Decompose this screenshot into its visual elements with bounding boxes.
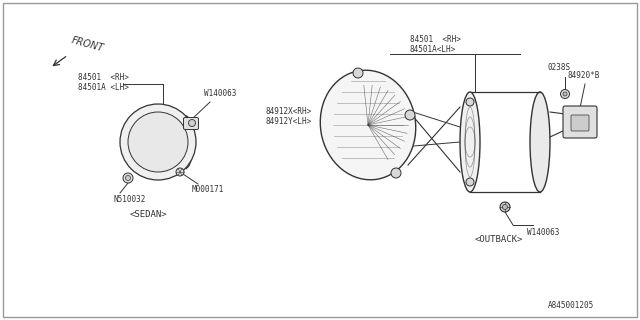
Circle shape <box>123 173 133 183</box>
Text: 84956C: 84956C <box>332 136 360 145</box>
Circle shape <box>500 202 510 212</box>
Text: 84501A <LH>: 84501A <LH> <box>78 83 129 92</box>
Text: <SEDAN>: <SEDAN> <box>130 210 168 219</box>
Circle shape <box>176 168 184 176</box>
Ellipse shape <box>320 70 416 180</box>
Ellipse shape <box>460 92 480 192</box>
Text: A845001205: A845001205 <box>548 301 595 310</box>
Circle shape <box>466 98 474 106</box>
Text: 84501A<LH>: 84501A<LH> <box>410 45 456 54</box>
Circle shape <box>128 112 188 172</box>
FancyBboxPatch shape <box>563 106 597 138</box>
Circle shape <box>561 90 570 99</box>
Circle shape <box>466 178 474 186</box>
Text: 84501  <RH>: 84501 <RH> <box>410 35 461 44</box>
Circle shape <box>391 168 401 178</box>
Ellipse shape <box>530 92 550 192</box>
Circle shape <box>125 175 131 180</box>
Text: M000171: M000171 <box>192 185 225 194</box>
Text: 84927T: 84927T <box>335 97 363 106</box>
Text: W140063: W140063 <box>527 228 559 237</box>
FancyBboxPatch shape <box>571 115 589 131</box>
Circle shape <box>502 204 508 210</box>
Text: 84501  <RH>: 84501 <RH> <box>78 73 129 82</box>
Text: 84920*B: 84920*B <box>568 71 600 80</box>
Text: N510032: N510032 <box>113 195 145 204</box>
Text: 0238S: 0238S <box>548 63 571 72</box>
Text: 84912X<RH>: 84912X<RH> <box>265 107 311 116</box>
Ellipse shape <box>179 116 193 168</box>
Text: <RH,LH>: <RH,LH> <box>335 107 367 116</box>
Circle shape <box>189 119 195 126</box>
Text: 84912Y<LH>: 84912Y<LH> <box>265 117 311 126</box>
Text: <OUTBACK>: <OUTBACK> <box>475 235 524 244</box>
Text: W140063: W140063 <box>204 89 236 98</box>
Circle shape <box>120 104 196 180</box>
Circle shape <box>405 110 415 120</box>
FancyBboxPatch shape <box>184 117 198 130</box>
Text: FRONT: FRONT <box>70 36 105 54</box>
Circle shape <box>353 68 363 78</box>
Circle shape <box>563 92 567 96</box>
